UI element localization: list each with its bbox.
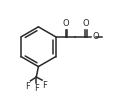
Text: F: F [25, 82, 30, 91]
Text: F: F [34, 84, 39, 93]
Text: O: O [92, 32, 99, 41]
Text: F: F [43, 81, 47, 90]
Text: O: O [63, 19, 70, 28]
Text: O: O [83, 19, 89, 28]
